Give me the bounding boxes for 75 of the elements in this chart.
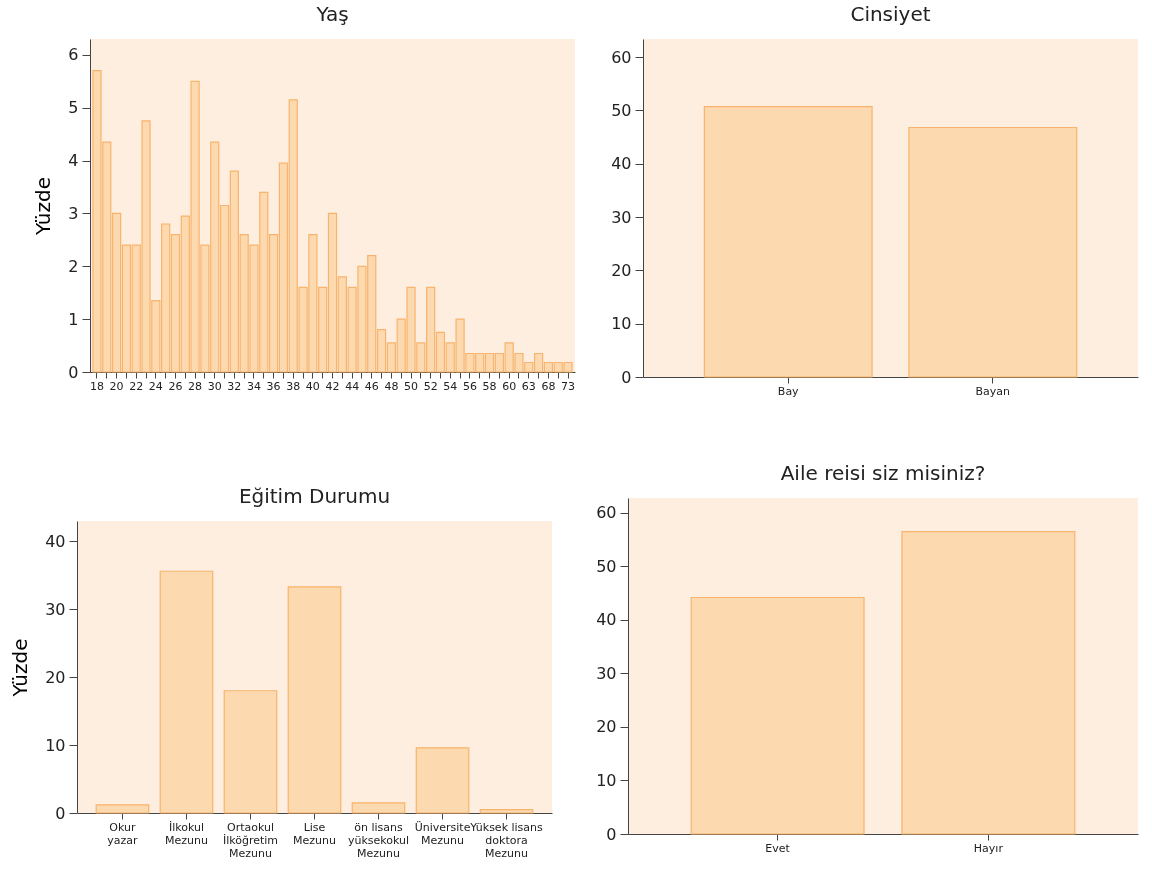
x-tick-label: 36 [266, 379, 281, 393]
bar [223, 690, 278, 814]
y-tick-label: 20 [596, 717, 617, 737]
y-tick-label: 30 [611, 207, 632, 227]
x-tick-label: 58 [482, 379, 497, 393]
x-tick-label: ön lisans yüksekokul Mezunu [347, 820, 410, 860]
y-tick-label: 40 [596, 610, 617, 630]
x-tick-label: 22 [129, 379, 144, 393]
bar [287, 586, 342, 814]
y-axis-title: Yüzde [31, 176, 56, 237]
bar [351, 802, 406, 814]
y-tick-label: 1 [68, 309, 79, 329]
x-tick-label: Ortaokul İlköğretim Mezunu [222, 820, 279, 860]
x-tick-label: Okur yazar [107, 820, 139, 847]
x-tick-label: Bay [777, 384, 800, 398]
x-tick-label: 60 [502, 379, 517, 393]
y-tick-label: 10 [611, 314, 632, 334]
x-tick-label: 46 [364, 379, 379, 393]
x-tick-label: 18 [89, 379, 104, 393]
bar [479, 809, 534, 814]
y-tick-label: 40 [611, 154, 632, 174]
y-tick-label: 3 [68, 203, 79, 223]
y-tick-label: 60 [611, 47, 632, 67]
y-tick-label: 50 [596, 556, 617, 576]
y-tick-label: 30 [596, 663, 617, 683]
y-tick-label: 30 [45, 599, 66, 619]
x-tick-label: Üniversite Mezunu [414, 820, 471, 847]
bar [95, 804, 150, 814]
y-tick-label: 20 [45, 667, 66, 687]
y-tick-label: 10 [596, 771, 617, 790]
x-tick-label: 32 [227, 379, 242, 393]
x-tick-label: 28 [188, 379, 203, 393]
x-tick-label: 40 [305, 379, 320, 393]
x-tick-label: 63 [521, 379, 536, 393]
y-tick-label: 60 [596, 503, 617, 523]
y-tick-label: 0 [621, 367, 632, 387]
x-tick-label: Evet [765, 841, 791, 855]
x-tick-label: 34 [246, 379, 261, 393]
x-tick-label: 26 [168, 379, 183, 393]
bar [159, 570, 214, 814]
x-tick-label: 24 [148, 379, 163, 393]
x-tick-label: Yüksek lisans doktora Mezunu [469, 820, 544, 860]
chart-title: Yaş [315, 2, 349, 26]
y-tick-label: 10 [45, 735, 66, 755]
y-tick-label: 6 [68, 45, 79, 65]
y-tick-label: 4 [68, 151, 79, 171]
x-tick-label: Bayan [975, 384, 1011, 398]
x-tick-label: İlkokul Mezunu [164, 820, 208, 847]
chart-title: Eğitim Durumu [238, 484, 391, 508]
x-tick-label: Hayır [973, 841, 1004, 855]
y-axis-title: Yüzde [8, 638, 33, 698]
y-tick-label: 20 [611, 260, 632, 280]
y-tick-label: 50 [611, 100, 632, 120]
x-tick-label: 73 [561, 379, 576, 393]
x-tick-label: 56 [462, 379, 477, 393]
y-tick-label: 2 [68, 256, 79, 276]
y-tick-label: 0 [55, 803, 66, 823]
x-tick-label: 30 [207, 379, 222, 393]
x-tick-label: 42 [325, 379, 340, 393]
bar [415, 747, 470, 814]
x-tick-label: 68 [541, 379, 556, 393]
x-tick-label: 50 [404, 379, 419, 393]
x-tick-label: 52 [423, 379, 438, 393]
x-tick-label: 48 [384, 379, 399, 393]
x-tick-label: 20 [109, 379, 124, 393]
y-tick-label: 40 [45, 531, 66, 551]
x-tick-label: 54 [443, 379, 458, 393]
y-tick-label: 0 [68, 362, 79, 382]
x-tick-label: 38 [286, 379, 301, 393]
x-tick-label: Lise Mezunu [293, 820, 336, 847]
chart-title: Cinsiyet [850, 2, 931, 26]
x-tick-label: 44 [345, 379, 360, 393]
y-tick-label: 0 [606, 824, 617, 844]
y-tick-label: 5 [68, 98, 79, 118]
chart-title: Aile reisi siz misiniz? [780, 461, 986, 485]
